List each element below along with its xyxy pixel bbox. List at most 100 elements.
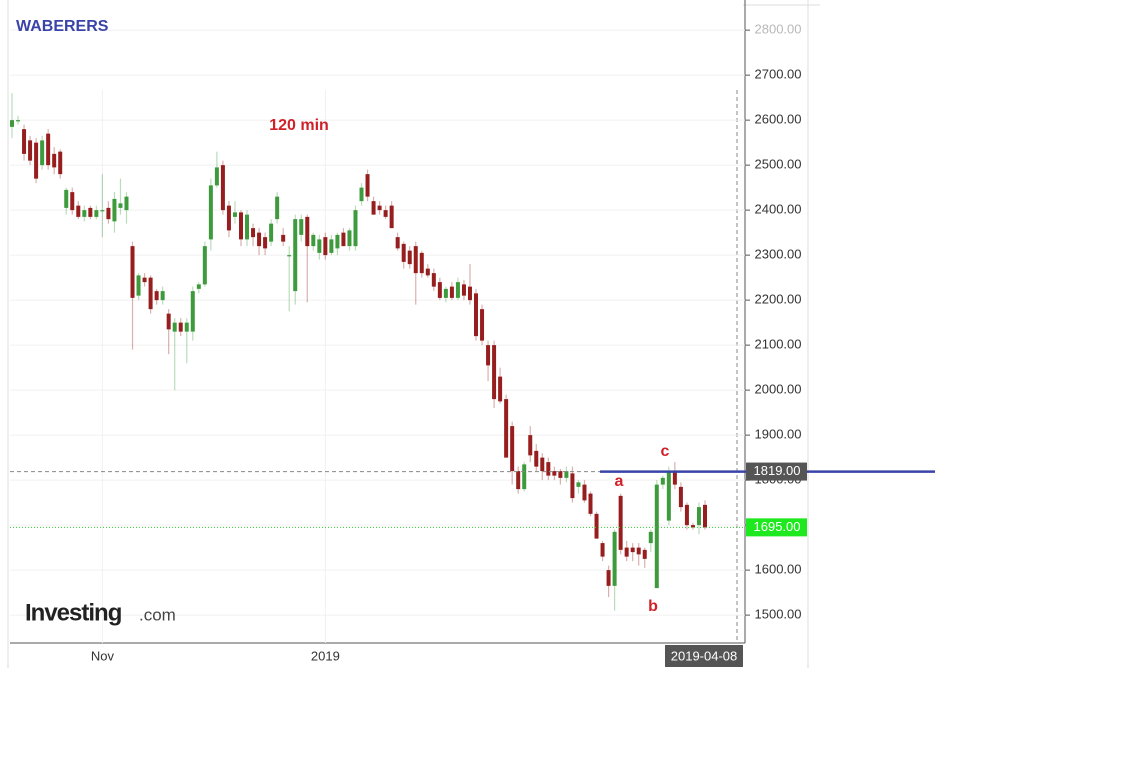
candle-body bbox=[34, 142, 39, 179]
candle-body bbox=[88, 207, 93, 217]
candle-body bbox=[600, 543, 605, 557]
candle-body bbox=[377, 205, 382, 211]
candle-body bbox=[130, 246, 135, 298]
candle-body bbox=[660, 477, 665, 485]
candle-body bbox=[642, 549, 647, 559]
candle-body bbox=[275, 196, 280, 220]
candle-body bbox=[160, 291, 165, 301]
candle-body bbox=[245, 214, 250, 240]
candle-body bbox=[142, 277, 147, 283]
candle-body bbox=[443, 288, 448, 298]
last-price-box bbox=[746, 518, 807, 537]
y-tick-label: 1500.00 bbox=[755, 607, 802, 622]
candle-body bbox=[389, 205, 394, 229]
candle-body bbox=[570, 473, 575, 499]
candle-body bbox=[582, 484, 587, 501]
candle-body bbox=[666, 471, 671, 521]
candle-body bbox=[474, 293, 479, 337]
x-tick-label: 2019-04-08 bbox=[671, 648, 738, 663]
y-tick-label: 2100.00 bbox=[755, 337, 802, 352]
candle-body bbox=[323, 237, 328, 256]
candle-body bbox=[540, 457, 545, 472]
candle-body bbox=[684, 504, 689, 526]
candle-body bbox=[401, 243, 406, 262]
candle-body bbox=[232, 212, 237, 217]
candle-body bbox=[624, 547, 629, 557]
candle-body bbox=[522, 464, 527, 490]
candle-body bbox=[467, 286, 472, 301]
candle-body bbox=[534, 450, 539, 467]
y-tick-label: 2800.00 bbox=[755, 22, 802, 37]
y-tick-label: 2000.00 bbox=[755, 382, 802, 397]
candle-body bbox=[648, 531, 653, 544]
candle-body bbox=[654, 484, 659, 589]
candle-body bbox=[16, 120, 21, 122]
candle-body bbox=[220, 165, 225, 211]
candle-body bbox=[425, 268, 430, 276]
candle-body bbox=[287, 255, 292, 257]
level-box bbox=[746, 462, 807, 481]
candle-body bbox=[269, 223, 274, 242]
candle-body bbox=[263, 237, 268, 249]
candle-body bbox=[202, 246, 207, 285]
candle-body bbox=[383, 210, 388, 217]
candle-body bbox=[486, 345, 491, 366]
candle-body bbox=[546, 462, 551, 476]
candle-body bbox=[118, 203, 123, 208]
subtitle: 120 min bbox=[269, 117, 329, 134]
y-tick-label: 2300.00 bbox=[755, 247, 802, 262]
brand-suffix: .com bbox=[139, 605, 176, 624]
candle-body bbox=[226, 205, 231, 231]
candle-body bbox=[251, 228, 256, 238]
candle-body bbox=[690, 525, 695, 528]
candle-body bbox=[70, 192, 75, 211]
candle-body bbox=[299, 219, 304, 235]
wave-label: c bbox=[661, 443, 670, 460]
candle-body bbox=[46, 133, 51, 166]
candle-body bbox=[184, 322, 189, 332]
candle-body bbox=[606, 570, 611, 586]
candle-body bbox=[552, 471, 557, 476]
candle-body bbox=[52, 153, 57, 168]
candle-body bbox=[407, 250, 412, 265]
candle-body bbox=[353, 210, 358, 247]
candle-body bbox=[64, 189, 69, 208]
y-tick-label: 1600.00 bbox=[755, 562, 802, 577]
candle-body bbox=[419, 252, 424, 274]
chart-frame bbox=[8, 0, 808, 668]
candle-body bbox=[166, 313, 171, 330]
x-label-box bbox=[665, 645, 743, 667]
candle-body bbox=[564, 471, 569, 478]
candle-body bbox=[612, 531, 617, 586]
candle-body bbox=[588, 493, 593, 514]
candle-body bbox=[40, 140, 45, 166]
candle-body bbox=[311, 234, 316, 247]
candle-body bbox=[395, 237, 400, 249]
candle-body bbox=[437, 282, 442, 298]
candle-body bbox=[190, 291, 195, 332]
candle-body bbox=[136, 275, 141, 296]
brand: Investing bbox=[25, 599, 122, 626]
candle-body bbox=[106, 207, 111, 220]
candle-body bbox=[208, 185, 213, 240]
candle-body bbox=[214, 167, 219, 186]
candle-body bbox=[431, 273, 436, 287]
candle-body bbox=[630, 547, 635, 553]
candles bbox=[10, 93, 707, 611]
candle-body bbox=[335, 234, 340, 249]
candle-body bbox=[492, 345, 497, 400]
candle-body bbox=[672, 471, 677, 485]
candle-body bbox=[528, 435, 533, 456]
wave-label: a bbox=[615, 473, 624, 490]
candle-body bbox=[238, 212, 243, 240]
candle-body bbox=[148, 277, 153, 310]
y-tick-label: 2200.00 bbox=[755, 292, 802, 307]
last-price-label: 1695.00 bbox=[754, 519, 801, 534]
x-tick-label: Nov bbox=[91, 648, 115, 663]
candle-body bbox=[504, 399, 509, 458]
candle-body bbox=[480, 309, 485, 341]
candle-body bbox=[196, 284, 201, 289]
candle-body bbox=[703, 504, 707, 528]
candle-body bbox=[594, 513, 599, 539]
